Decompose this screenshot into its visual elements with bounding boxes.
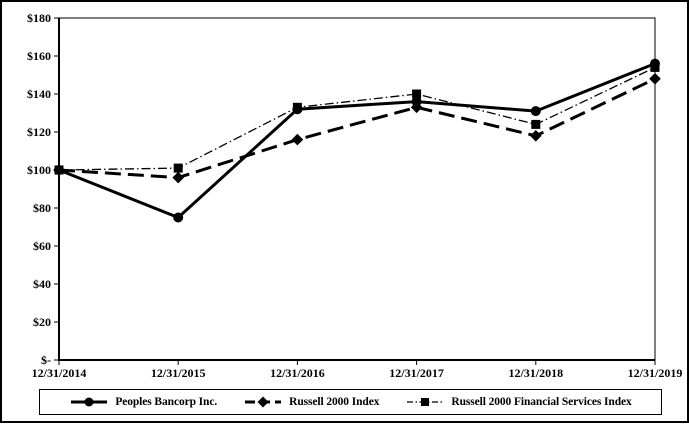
marker-circle [530,106,541,117]
x-tick-label: 12/31/2015 [151,366,206,380]
y-tick-label: $180 [27,11,51,25]
legend-label-russell-2000: Russell 2000 Index [289,396,380,408]
series-line-1 [58,77,656,180]
marker-square [173,163,183,173]
dashed-line-diamond-marker-icon [245,396,282,408]
y-tick-label: $140 [27,87,51,101]
marker-circle [173,212,184,223]
dashdot-line-square-marker-icon [407,398,444,406]
marker-diamond [530,130,542,142]
y-tick-label: $120 [27,125,51,139]
legend-entry-russell-2000: Russell 2000 Index [243,396,379,408]
marker-diamond [649,73,661,85]
marker-square [412,89,422,99]
plot-area-border [58,17,656,361]
legend-entry-peoples-bancorp: Peoples Bancorp Inc. [69,396,217,408]
marker-diamond [172,171,184,184]
y-tick-label: $40 [33,277,51,291]
x-tick-label: 12/31/2014 [32,366,87,380]
x-tick-label: 12/31/2018 [508,366,563,380]
y-tick-label: $60 [33,239,51,253]
marker-circle [292,104,303,115]
chart-legend: Peoples Bancorp Inc. Russell 2000 Index … [39,389,662,415]
legend-label-russell-2000-financial: Russell 2000 Financial Services Index [451,396,632,408]
legend-entry-russell-2000-financial: Russell 2000 Financial Services Index [405,396,632,408]
y-tick-label: $80 [33,201,51,215]
marker-circle [411,96,422,107]
x-tick-label: 12/31/2019 [628,366,683,380]
marker-circle [650,58,660,69]
y-tick-label: $160 [27,49,51,63]
y-tick-label: $- [41,353,51,367]
series-line-2 [58,66,656,171]
legend-label-peoples-bancorp: Peoples Bancorp Inc. [115,396,218,408]
marker-square [531,119,541,129]
x-tick-label: 12/31/2016 [270,366,325,380]
marker-diamond [291,133,304,146]
y-tick-label: $20 [33,315,51,329]
solid-line-circle-marker-icon [71,397,108,407]
x-tick-label: 12/31/2017 [389,366,444,380]
y-tick-label: $100 [27,163,51,177]
series-line-0 [58,62,656,220]
marker-circle [54,165,64,175]
